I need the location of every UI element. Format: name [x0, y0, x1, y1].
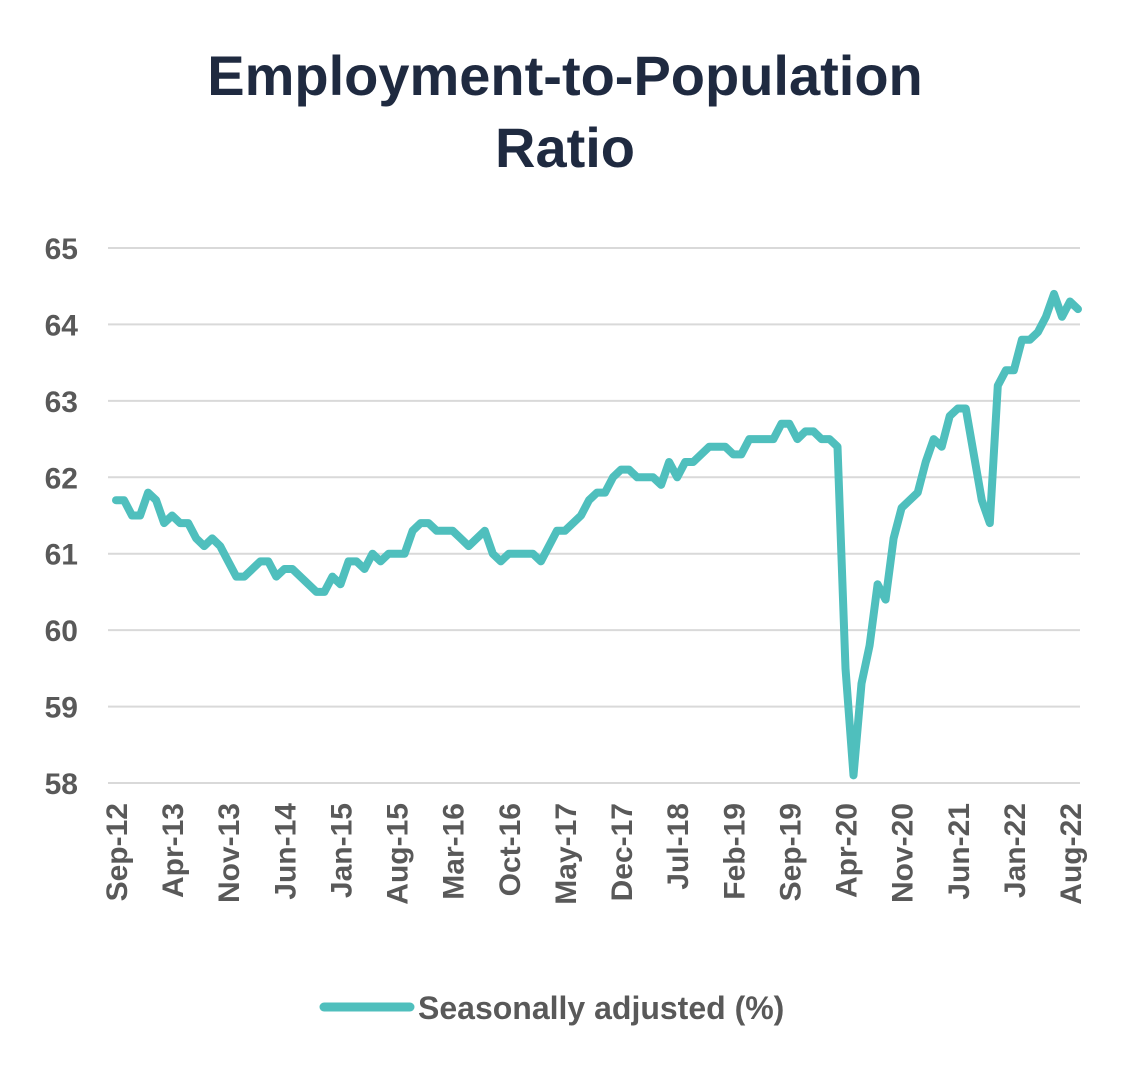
x-tick-label: Oct-16	[494, 803, 527, 896]
chart-title-line-2: Ratio	[495, 116, 635, 179]
x-tick-label: Feb-19	[718, 803, 751, 900]
y-tick-label: 60	[45, 615, 78, 648]
x-tick-label: Apr-20	[831, 803, 864, 898]
x-tick-label: Sep-19	[774, 803, 807, 901]
y-tick-label: 58	[45, 768, 78, 801]
x-tick-label: Jun-14	[269, 803, 302, 900]
x-tick-label: Mar-16	[438, 803, 471, 900]
chart-title: Employment-to-Population Ratio	[0, 40, 1130, 184]
series-layer	[112, 289, 1082, 780]
x-tick-label: Sep-12	[101, 803, 134, 901]
x-tick-label: Jun-21	[943, 803, 976, 900]
x-tick-label: Apr-13	[157, 803, 190, 898]
y-tick-label: 62	[45, 462, 78, 495]
x-tick-label: Jan-22	[999, 803, 1032, 898]
y-tick-label: 61	[45, 539, 78, 572]
gridlines	[108, 247, 1080, 784]
x-axis: Sep-12 Apr-13 Nov-13 Jun-14 Jan-15 Aug-15 Mar-…	[101, 803, 1088, 905]
chart-title-line-1: Employment-to-Population	[207, 44, 923, 107]
legend: Seasonally adjusted (%)	[319, 990, 784, 1026]
x-tick-label: May-17	[550, 803, 583, 905]
y-tick-label: 59	[45, 692, 78, 725]
x-tick-label: Aug-15	[382, 803, 415, 905]
series-line-seasonally-adjusted	[112, 289, 1082, 780]
x-tick-label: Dec-17	[606, 803, 639, 901]
x-tick-label: Jan-15	[325, 803, 358, 898]
y-tick-label: 65	[45, 233, 78, 266]
x-tick-label: Jul-18	[662, 803, 695, 890]
x-tick-label: Nov-20	[887, 803, 920, 903]
x-tick-label: Aug-22	[1055, 803, 1088, 905]
x-tick-label: Nov-13	[213, 803, 246, 903]
y-tick-label: 63	[45, 386, 78, 419]
y-axis: 58 59 60 61 62 63 64 65	[45, 233, 79, 801]
y-tick-label: 64	[45, 309, 79, 342]
legend-label: Seasonally adjusted (%)	[418, 990, 784, 1026]
